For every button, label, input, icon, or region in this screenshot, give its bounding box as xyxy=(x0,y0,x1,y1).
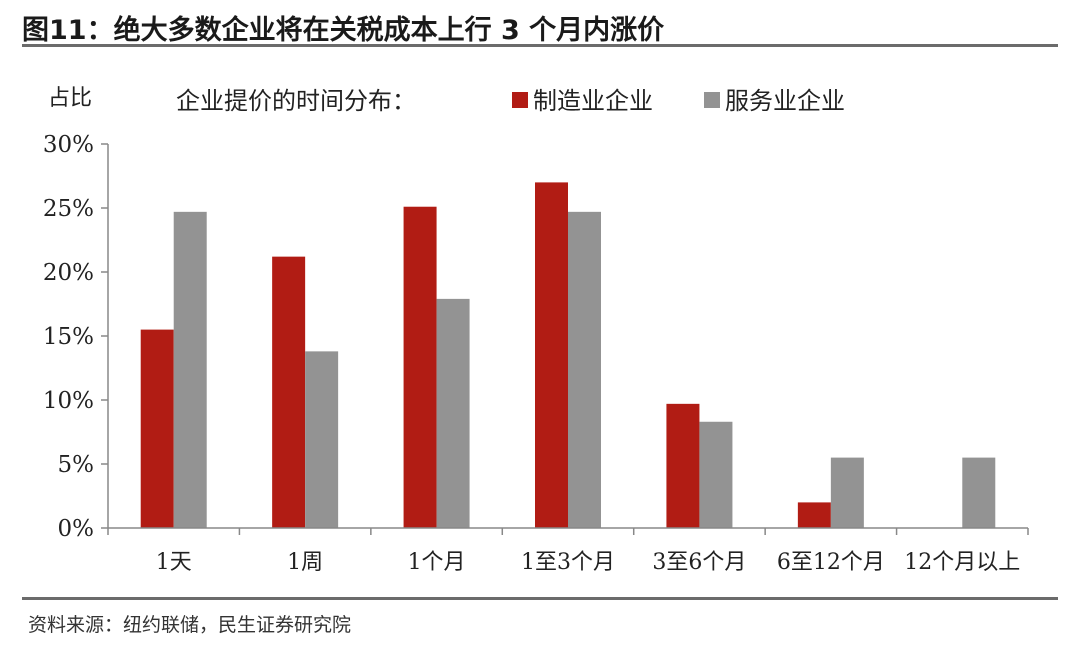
bar-manufacturing xyxy=(666,403,700,528)
bar-manufacturing xyxy=(797,502,831,528)
x-tick-label: 1天 xyxy=(156,550,192,575)
bar-manufacturing xyxy=(403,206,437,528)
y-tick-label: 20% xyxy=(43,260,94,286)
legend: 制造业企业 服务业企业 xyxy=(512,87,845,115)
bar-chart: 占比 企业提价的时间分布： 制造业企业 服务业企业 0% 5% 10% 15% 20% 2… xyxy=(43,86,1029,575)
bar-services xyxy=(830,457,864,528)
x-tick-label: 1至3个月 xyxy=(521,550,615,575)
x-tick-label: 1个月 xyxy=(408,550,466,575)
bar-manufacturing xyxy=(272,256,306,528)
bar-services xyxy=(568,211,601,528)
x-tick-label: 6至12个月 xyxy=(777,550,885,575)
x-axis-labels: 1天 1周 1个月 1至3个月 3至6个月 6至12个月 12个月以上 xyxy=(107,528,1029,575)
y-tick-label: 15% xyxy=(43,324,94,350)
x-tick-label: 12个月以上 xyxy=(904,550,1020,575)
bar-services xyxy=(962,457,996,528)
legend-swatch-services xyxy=(704,92,720,108)
source-note: 资料来源：纽约联储，民生证券研究院 xyxy=(28,614,352,636)
bar-services xyxy=(436,298,470,528)
bottom-divider xyxy=(22,597,1058,600)
y-axis-label: 占比 xyxy=(48,86,92,111)
legend-label-services: 服务业企业 xyxy=(725,87,845,115)
bar-services xyxy=(173,211,207,528)
bar-manufacturing xyxy=(140,329,174,528)
legend-label-manufacturing: 制造业企业 xyxy=(533,87,653,115)
figure-title: 图11：绝大多数企业将在关税成本上行 3 个月内涨价 xyxy=(22,15,665,46)
x-tick-label: 1周 xyxy=(287,550,323,575)
y-tick-label: 10% xyxy=(43,388,94,414)
y-axis-ticks: 0% 5% 10% 15% 20% 25% 30% xyxy=(43,132,108,542)
y-tick-label: 0% xyxy=(58,516,95,542)
bars xyxy=(140,182,996,528)
bar-services xyxy=(305,351,339,528)
legend-swatch-manufacturing xyxy=(512,92,528,108)
y-tick-label: 30% xyxy=(43,132,94,158)
bar-manufacturing xyxy=(535,182,568,528)
bar-services xyxy=(699,421,733,528)
x-tick-label: 3至6个月 xyxy=(652,550,746,575)
y-tick-label: 5% xyxy=(58,452,95,478)
y-tick-label: 25% xyxy=(43,196,94,222)
chart-title: 企业提价的时间分布： xyxy=(176,87,416,115)
top-divider xyxy=(22,44,1058,47)
